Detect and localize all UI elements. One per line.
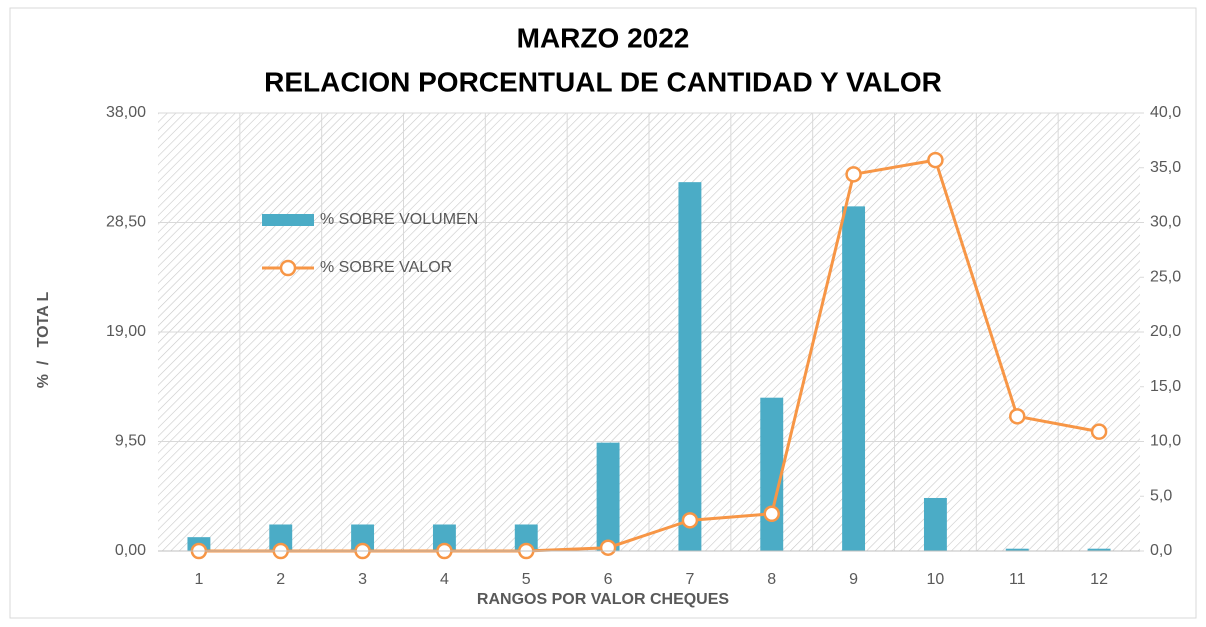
x-tick-label: 1 [194, 571, 203, 588]
bar [1005, 548, 1029, 551]
y2-tick-label: 5,0 [1150, 487, 1172, 504]
bar [923, 497, 947, 551]
y2-tick-label: 25,0 [1150, 268, 1181, 285]
line-marker [763, 505, 780, 523]
line-marker [681, 512, 699, 529]
x-tick-label: 10 [927, 571, 945, 588]
x-tick-label: 9 [849, 571, 858, 588]
x-tick-label: 7 [685, 571, 694, 588]
y-tick-label: 0,00 [115, 542, 146, 559]
y-axis-title: % / TOTA L [35, 291, 52, 388]
x-tick-label: 4 [440, 571, 449, 588]
y2-tick-label: 0,0 [1150, 542, 1172, 559]
y2-tick-label: 15,0 [1150, 378, 1181, 395]
bar [596, 442, 620, 551]
bar [432, 524, 456, 551]
y-tick-label: 28,50 [106, 214, 146, 231]
x-tick-label: 8 [767, 571, 776, 588]
line-marker [927, 151, 944, 169]
bar [1087, 548, 1111, 551]
legend-label: % SOBRE VOLUMEN [320, 211, 478, 228]
y2-tick-label: 35,0 [1150, 159, 1181, 176]
bar [269, 524, 293, 551]
y2-tick-label: 20,0 [1150, 323, 1181, 340]
x-tick-label: 5 [522, 571, 531, 588]
line-marker [599, 539, 617, 556]
x-tick-label: 3 [358, 571, 367, 588]
bar [678, 182, 702, 551]
y2-tick-label: 30,0 [1150, 214, 1181, 231]
bar [514, 524, 538, 551]
x-axis-title: RANGOS POR VALOR CHEQUES [477, 591, 730, 608]
legend-swatch [262, 214, 314, 226]
legend-label: % SOBRE VALOR [320, 259, 452, 276]
chart-subtitle: RELACION PORCENTUAL DE CANTIDAD Y VALOR [264, 66, 942, 97]
line-marker [1009, 408, 1026, 425]
line-marker [845, 166, 862, 183]
x-tick-label: 2 [276, 571, 285, 588]
y-tick-label: 19,00 [106, 323, 146, 340]
legend-marker [279, 259, 297, 277]
y2-tick-label: 40,0 [1150, 104, 1181, 121]
chart-title: MARZO 2022 [517, 22, 690, 53]
line-marker [1090, 423, 1108, 440]
y-tick-label: 38,00 [106, 104, 146, 121]
x-tick-label: 12 [1090, 571, 1108, 588]
y-tick-label: 9,50 [115, 433, 146, 450]
y2-tick-label: 10,0 [1150, 433, 1181, 450]
bar [842, 206, 866, 551]
x-tick-label: 6 [604, 571, 613, 588]
x-tick-label: 11 [1009, 571, 1026, 588]
bar [351, 524, 375, 551]
